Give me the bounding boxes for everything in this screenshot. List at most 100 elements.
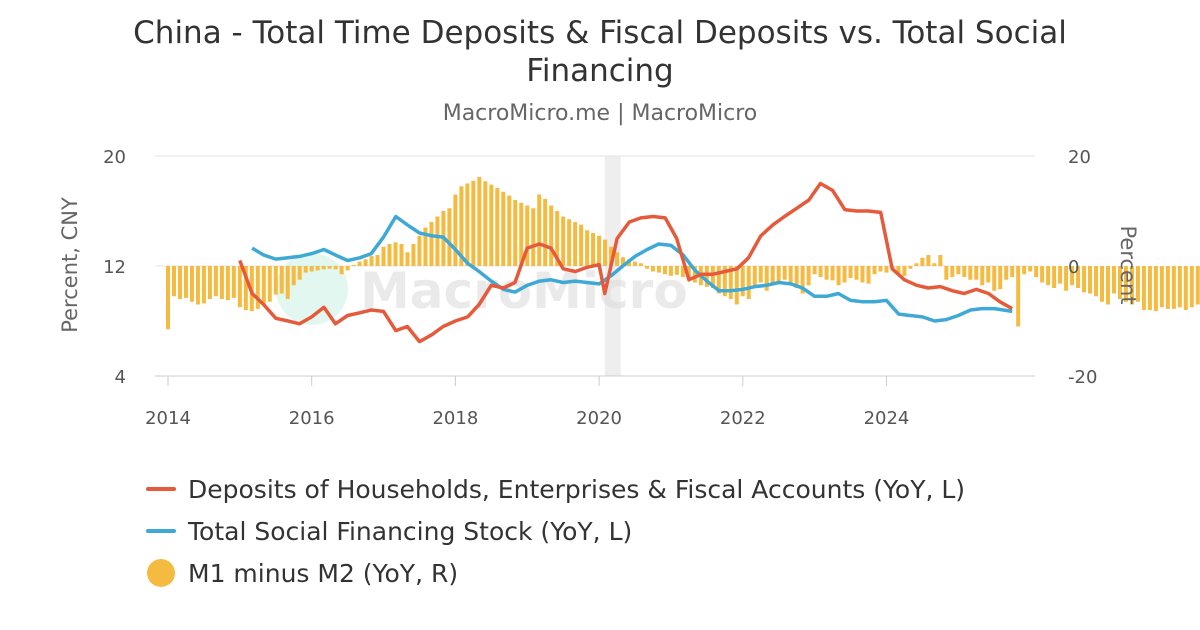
m1m2-bar [638,263,643,266]
m1m2-bar [770,266,775,286]
m1m2-bar [872,266,877,275]
deposits-swatch-icon [146,487,176,491]
m1m2-bar [806,266,811,286]
m1m2-bar [1016,266,1021,327]
m1m2-bar [507,195,512,266]
m1m2-bar [782,266,787,280]
m1m2-bar [764,266,769,291]
x-tick-label: 2014 [145,408,191,429]
m1m2-bar [842,266,847,283]
m1m2-bar [854,266,859,280]
m1m2-bar [794,266,799,288]
m1m2-bar [968,266,973,280]
legend: Deposits of Households, Enterprises & Fi… [146,468,965,594]
deposits-line [238,181,1014,344]
x-tick-label: 2022 [720,408,766,429]
m1m2-bar [597,235,602,266]
m1m2-bar [237,266,242,308]
m1m2-bar [183,266,188,298]
m1m2-bar [1123,266,1128,302]
m1m2-bar [351,264,356,266]
m1m2-bar [1159,266,1164,308]
m1m2-bar [998,266,1003,290]
m1m2-bar [201,266,206,304]
m1m2-bar [866,266,871,284]
tsf-line [251,214,1013,323]
m1m2-bar [902,266,907,276]
m1m2-bar [1052,266,1057,288]
m1m2-bar [531,208,536,266]
m1m2-bar [261,266,266,305]
m1m2-bar [1105,266,1110,305]
m1m2-bar [327,266,332,269]
legend-item-deposits[interactable]: Deposits of Households, Enterprises & Fi… [146,468,965,510]
m1m2-bar [632,261,637,266]
m1m2-bar [1117,266,1122,299]
y-left-tick-label: 12 [103,257,126,278]
m1m2-bar [944,266,949,280]
m1m2-bar [950,266,955,277]
m1m2-bar [914,263,919,266]
m1m2-bar [435,216,440,266]
m1m2-bar [315,266,320,271]
m1m2-bar [848,266,853,279]
y-axis-right-title: Percent [1116,225,1140,304]
m1m2-bar [273,266,278,295]
m1m2-bar [555,211,560,266]
y-left-tick-label: 20 [103,147,126,168]
m1m2-bar [1058,266,1063,284]
m1m2-bar [1094,266,1099,297]
m1m2-bar [1141,266,1146,310]
m1m2-bar [776,266,781,283]
m1m2-bar [680,266,685,277]
m1m2-bar [447,208,452,266]
m1m2-bar [932,263,937,266]
m1m2-bar [662,266,667,275]
m1m2-bar [1070,266,1075,286]
m1m2-bar [1088,266,1093,294]
m1m2-bar [393,242,398,266]
x-tick-label: 2020 [576,408,622,429]
m1m2-bar [920,257,925,266]
m1m2-bar [177,266,182,299]
m1m2-bar [375,255,380,266]
m1m2-bar [453,194,458,266]
legend-item-tsf[interactable]: Total Social Financing Stock (YoY, L) [146,510,965,552]
m1m2-bar [962,266,967,277]
m1m2-bar [267,266,272,302]
m1m2-bar [926,255,931,266]
m1m2-bar [321,266,326,270]
m1m2-bar [279,266,284,294]
m1m2-bar [1076,266,1081,288]
m1m2-bar [411,244,416,266]
m1m2-bar [1147,266,1152,310]
m1m2-bar [525,205,530,266]
m1m2-bar [501,191,506,266]
m1m2-bar [722,266,727,297]
y-left-tick-label: 4 [115,367,126,388]
y-axis-left-title: Percent, CNY [58,197,82,333]
m1m2-bar [285,266,290,299]
m1m2-bar [567,219,572,266]
m1m2-bar [387,244,392,266]
m1m2-bar [213,266,218,297]
x-tick-label: 2016 [289,408,335,429]
m1m2-bar [339,266,344,275]
m1m2-bar [207,266,212,299]
m1m2-bar [537,194,542,266]
m1m2-bar [231,266,236,298]
m1m2-bar [1022,266,1027,275]
m1m2-bar [1177,266,1182,308]
m1m2-bar [740,266,745,297]
chart-title: China - Total Time Deposits & Fiscal Dep… [133,15,1067,89]
m1m2-bar [974,266,979,280]
m1m2-bar [477,176,482,266]
m1m2-bar [992,266,997,291]
m1m2-bar [459,186,464,266]
m1m2-bar [423,227,428,266]
x-tick-label: 2024 [864,408,910,429]
legend-item-m1m2[interactable]: M1 minus M2 (YoY, R) [146,552,965,594]
legend-label-tsf: Total Social Financing Stock (YoY, L) [188,516,633,546]
y-axis-left-ticks: 4 12 20 [103,147,126,388]
m1m2-bar [1111,266,1116,294]
